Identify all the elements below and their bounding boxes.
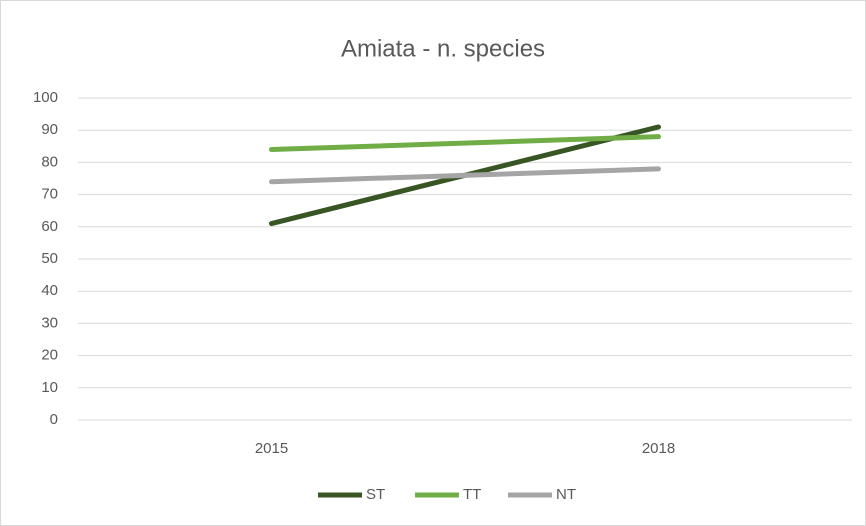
legend-label: TT	[463, 486, 481, 503]
y-tick-label: 20	[41, 347, 58, 364]
y-tick-label: 70	[41, 186, 58, 203]
legend-label: ST	[366, 486, 385, 503]
y-tick-label: 40	[41, 282, 58, 299]
legend-label: NT	[556, 486, 576, 503]
y-tick-label: 50	[41, 250, 58, 267]
x-tick-label: 2015	[255, 440, 288, 457]
chart-title: Amiata - n. species	[341, 35, 545, 62]
y-tick-label: 90	[41, 121, 58, 138]
y-tick-label: 10	[41, 379, 58, 396]
y-tick-label: 60	[41, 218, 58, 235]
y-tick-label: 100	[33, 89, 58, 106]
data-line	[269, 166, 661, 185]
x-tick-label: 2018	[642, 440, 675, 457]
data-line	[269, 134, 661, 153]
y-tick-label: 80	[41, 153, 58, 170]
y-tick-label: 0	[50, 411, 58, 428]
y-tick-label: 30	[41, 314, 58, 331]
